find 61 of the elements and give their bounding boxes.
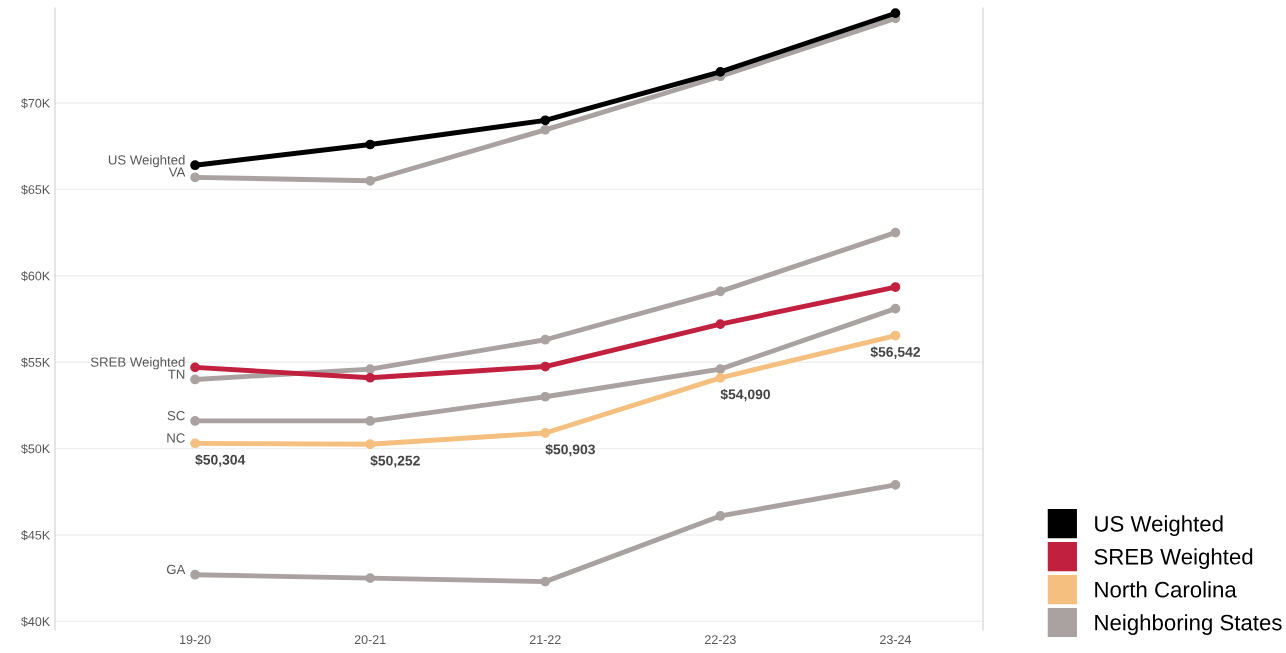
point: [715, 319, 726, 330]
y-tick-label: $70K: [21, 98, 50, 109]
y-tick-label: $55K: [21, 357, 50, 368]
point: [890, 303, 901, 314]
x-tick-label: 23-24: [880, 635, 912, 645]
x-tick-label: 19-20: [180, 635, 211, 645]
data-label: $50,903: [545, 443, 595, 457]
point: [890, 480, 901, 490]
annotation: TN: [168, 369, 185, 379]
point: [890, 330, 901, 341]
data-label: $50,304: [195, 454, 246, 467]
point: [890, 227, 901, 238]
point: [190, 172, 200, 183]
data-label: $56,542: [870, 346, 920, 359]
data-label: $50,252: [370, 455, 420, 468]
point: [365, 364, 376, 374]
legend-label: Neighboring States: [1095, 614, 1282, 635]
point: [365, 573, 376, 584]
point: [540, 391, 551, 402]
point: [715, 364, 726, 374]
annotation: VA: [168, 167, 186, 177]
y-tick-label: $50K: [21, 443, 50, 454]
data-label: $54,090: [720, 388, 770, 402]
point: [190, 160, 200, 171]
point: [540, 115, 551, 126]
x-tick-label: 22-23: [705, 635, 736, 645]
legend-label: SREB Weighted: [1094, 548, 1253, 570]
annotation: SREB Weighted: [90, 357, 185, 370]
legend-label: North Carolina: [1095, 581, 1237, 598]
point: [540, 334, 551, 345]
point: [365, 372, 376, 383]
annotation: NC: [167, 433, 185, 443]
x-tick-label: 20-21: [354, 635, 386, 645]
point: [715, 511, 726, 521]
annotation: US Weighted: [108, 154, 185, 168]
y-tick-label: $60K: [21, 271, 50, 282]
point: [540, 576, 551, 587]
y-tick-label: $45K: [21, 530, 50, 541]
point: [190, 416, 200, 426]
point: [715, 286, 726, 297]
y-tick-label: $40K: [21, 616, 50, 627]
point: [715, 373, 726, 383]
point: [365, 416, 376, 426]
point: [540, 428, 551, 438]
point: [365, 439, 376, 450]
point: [190, 362, 200, 373]
point: [715, 67, 726, 77]
point: [190, 374, 200, 385]
point: [540, 124, 551, 135]
point: [365, 175, 376, 186]
point: [365, 139, 376, 150]
annotation: SC: [167, 410, 185, 421]
point: [890, 282, 901, 292]
legend-label: US Weighted: [1095, 515, 1223, 537]
point: [190, 438, 200, 449]
y-tick-label: $65K: [21, 184, 50, 195]
annotation: GA: [166, 564, 186, 575]
x-tick-label: 21-22: [529, 635, 561, 644]
point: [190, 569, 200, 580]
point: [890, 8, 901, 19]
point: [540, 361, 551, 372]
